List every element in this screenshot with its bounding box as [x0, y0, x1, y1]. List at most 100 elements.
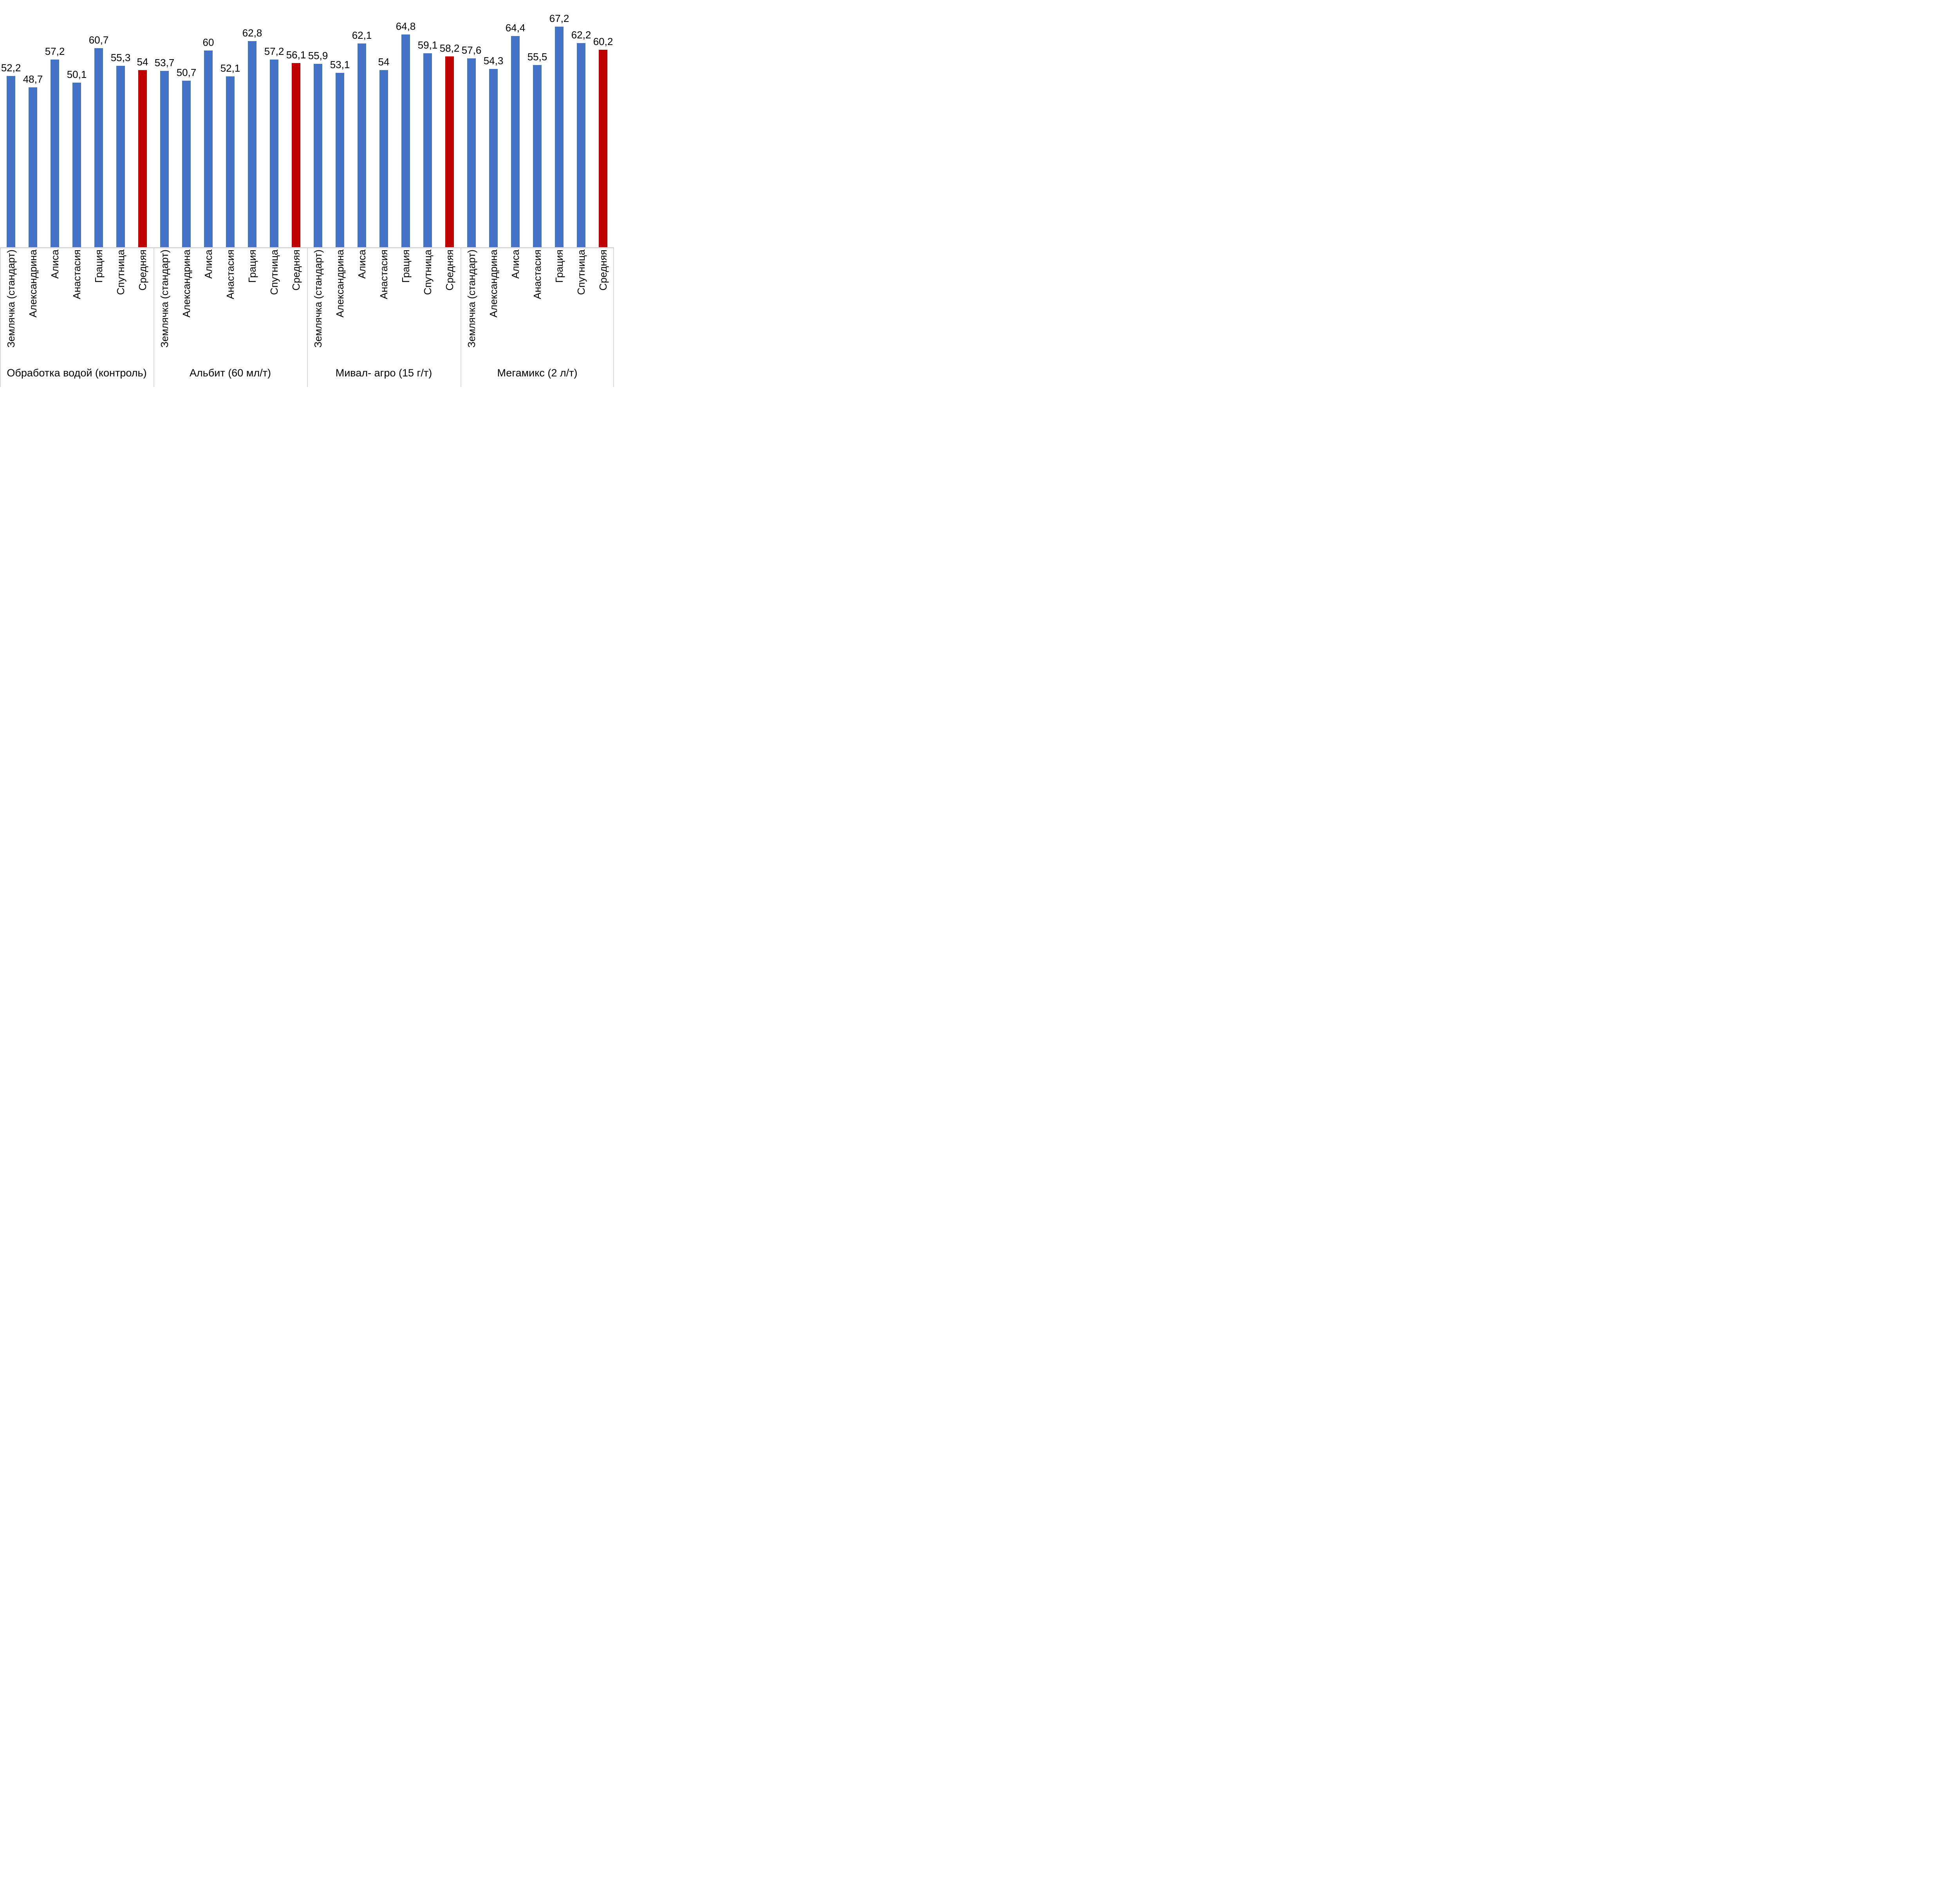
bar-slot: 57,2: [44, 46, 66, 247]
category-label-slot: Средняя: [132, 250, 154, 367]
category-label-slot: Александрина: [22, 250, 44, 367]
category-label: Анастасия: [71, 250, 83, 299]
category-label: Землячка (стандарт): [5, 250, 17, 348]
bar: [204, 50, 213, 247]
bar-value-label: 50,7: [176, 67, 197, 79]
category-label: Спутница: [575, 250, 587, 295]
bar: [72, 83, 81, 247]
category-labels: Землячка (стандарт) Александрина Алиса Анас…: [154, 250, 307, 367]
category-label: Грация: [553, 250, 565, 283]
category-group: 52,2 48,7 57,2 50,1 60,7 55,3 54 Землячка (стан…: [0, 0, 154, 400]
category-label-slot: Землячка (стандарт): [154, 250, 175, 367]
category-label: Анастасия: [224, 250, 236, 299]
group-plot: 57,6 54,3 64,4 55,5 67,2 62,2 60,2: [461, 0, 614, 247]
bar-slot: 55,5: [526, 52, 548, 247]
category-label: Средняя: [137, 250, 148, 291]
category-label-slot: Грация: [548, 250, 570, 367]
category-label-slot: Грация: [241, 250, 263, 367]
category-label: Землячка (стандарт): [466, 250, 477, 348]
bar-slot: 52,1: [219, 63, 241, 247]
bar-value-label: 54,3: [483, 55, 504, 67]
category-label: Землячка (стандарт): [312, 250, 324, 348]
group-plot: 52,2 48,7 57,2 50,1 60,7 55,3 54: [0, 0, 154, 247]
bar: [401, 34, 410, 247]
bar: [533, 65, 542, 247]
bar-slot: 67,2: [548, 13, 570, 247]
category-labels: Землячка (стандарт) Александрина Алиса Анас…: [307, 250, 461, 367]
bar-value-label: 64,4: [505, 22, 526, 34]
category-label: Грация: [246, 250, 258, 283]
category-label-slot: Анастасия: [219, 250, 241, 367]
bar-value-label: 57,2: [45, 45, 65, 57]
bar-value-label: 62,2: [571, 29, 591, 41]
category-label: Анастасия: [378, 250, 390, 299]
bar-slot: 62,2: [570, 30, 592, 247]
bar-slot: 55,3: [110, 52, 132, 247]
bar: [29, 87, 37, 247]
bar: [182, 81, 191, 247]
category-label: Спутница: [115, 250, 126, 295]
category-label: Алиса: [202, 250, 214, 279]
category-group: 55,9 53,1 62,1 54 64,8 59,1 58,2 Землячка (стан…: [307, 0, 461, 400]
bar: [489, 69, 498, 247]
bar-value-label: 62,8: [242, 27, 262, 39]
bar-slot: 62,1: [351, 30, 373, 247]
bar-value-label: 59,1: [417, 39, 438, 51]
group-label: Мегамикс (2 л/т): [497, 367, 578, 379]
group-separator-line: [0, 247, 1, 387]
bar-slot: 57,6: [461, 45, 482, 247]
bar-value-label: 54: [137, 56, 148, 68]
bar-value-label: 54: [378, 56, 390, 68]
category-label-slot: Спутница: [263, 250, 285, 367]
bar-slot: 48,7: [22, 74, 44, 247]
group-separator-line: [613, 247, 614, 387]
bar-slot: 62,8: [241, 28, 263, 247]
bar: [51, 60, 59, 247]
category-label-slot: Грация: [88, 250, 110, 367]
category-label: Спутница: [268, 250, 280, 295]
category-labels: Землячка (стандарт) Александрина Алиса Анас…: [0, 250, 154, 367]
category-label: Землячка (стандарт): [159, 250, 170, 348]
category-label-slot: Средняя: [592, 250, 614, 367]
bar-slot: 60: [197, 37, 219, 247]
category-label-slot: Спутница: [417, 250, 439, 367]
bar-slot: 56,1: [285, 50, 307, 247]
bar-value-label: 50,1: [67, 69, 87, 81]
bar: [358, 43, 366, 247]
bar-chart: 52,2 48,7 57,2 50,1 60,7 55,3 54 Землячка (стан…: [0, 0, 614, 400]
bar-slot: 57,2: [263, 46, 285, 247]
category-label: Алиса: [49, 250, 61, 279]
average-bar: [445, 56, 454, 247]
bar-slot: 50,7: [175, 67, 197, 247]
bar-value-label: 67,2: [549, 13, 569, 25]
bar: [270, 60, 278, 247]
category-label-slot: Средняя: [285, 250, 307, 367]
category-label-slot: Грация: [395, 250, 417, 367]
category-label: Средняя: [597, 250, 609, 291]
bar-value-label: 60,7: [89, 34, 109, 46]
category-label-slot: Алиса: [504, 250, 526, 367]
category-label-slot: Анастасия: [526, 250, 548, 367]
category-label-slot: Алиса: [44, 250, 66, 367]
bar-value-label: 57,6: [461, 44, 482, 56]
bar-value-label: 60,2: [593, 35, 613, 47]
average-bar: [292, 63, 300, 247]
bar-slot: 60,2: [592, 36, 614, 247]
bar: [160, 71, 169, 247]
bar-value-label: 57,2: [264, 45, 284, 57]
category-label-slot: Спутница: [570, 250, 592, 367]
bar-slot: 60,7: [88, 35, 110, 247]
bar: [116, 65, 125, 247]
category-label: Средняя: [290, 250, 302, 291]
bar-slot: 52,2: [0, 63, 22, 247]
category-label: Александрина: [27, 250, 39, 318]
average-bar: [599, 49, 607, 247]
category-label-slot: Алиса: [197, 250, 219, 367]
bar: [467, 58, 476, 247]
category-label-slot: Александрина: [175, 250, 197, 367]
category-label: Алиса: [356, 250, 368, 279]
category-label: Средняя: [444, 250, 455, 291]
category-label: Александрина: [488, 250, 499, 318]
category-axis-line: [0, 247, 614, 248]
bar-slot: 53,7: [154, 58, 175, 247]
